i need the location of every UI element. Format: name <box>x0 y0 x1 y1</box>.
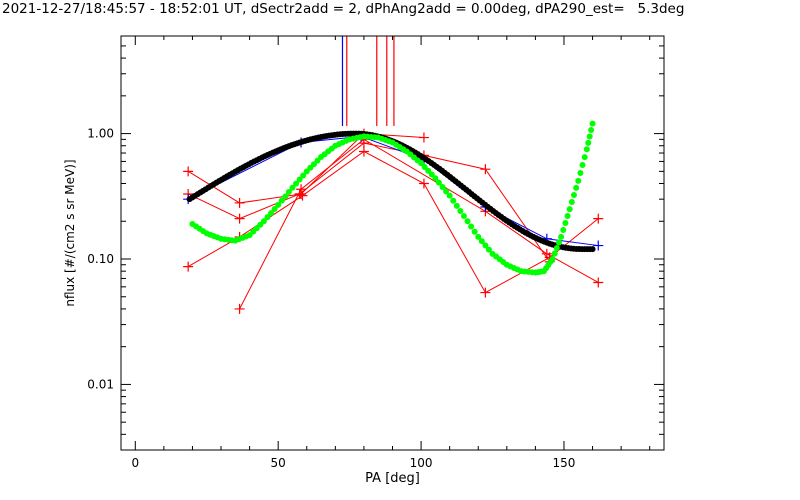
data-point <box>183 261 194 272</box>
vertical-markers <box>341 36 395 126</box>
series-line <box>187 150 599 294</box>
curve-dot <box>278 197 285 204</box>
curve-dot <box>581 154 588 161</box>
curve-dot <box>588 127 595 134</box>
data-point <box>593 277 604 288</box>
curve-dot <box>482 242 489 249</box>
series-group <box>183 120 604 314</box>
y-axis-label: nflux [#/(cm2 s sr MeV)] <box>63 159 77 306</box>
curve-dot <box>570 191 577 198</box>
curve-dot <box>275 201 282 208</box>
curve-dot <box>589 120 596 127</box>
data-point <box>234 197 245 208</box>
curve-dot <box>293 180 300 187</box>
curve-dot <box>549 256 556 263</box>
curve-dot <box>553 244 560 251</box>
curve-dot <box>575 177 582 184</box>
curve-dot <box>558 233 565 240</box>
curve-dot <box>443 188 450 195</box>
curve-dot <box>432 175 439 182</box>
curve-dot <box>577 169 584 176</box>
data-point <box>480 164 491 175</box>
curve-dot <box>551 250 558 257</box>
curve-dot <box>485 246 492 253</box>
data-point <box>297 190 308 201</box>
curve-dot <box>457 207 464 214</box>
data-point <box>234 213 245 224</box>
curve-dot <box>585 139 592 146</box>
curve-dot <box>475 233 482 240</box>
curve-dot <box>289 184 296 191</box>
data-point <box>593 213 604 224</box>
series-line <box>187 135 599 247</box>
curve-dot <box>439 183 446 190</box>
curve-dot <box>478 238 485 245</box>
curve-dot <box>446 192 453 199</box>
curve-dot <box>260 218 267 225</box>
curve-dot <box>435 179 442 186</box>
data-point <box>480 287 491 298</box>
curve-dot <box>566 206 573 213</box>
curve-dot <box>583 146 590 153</box>
axes: 0 50 100 150 0.01 0.10 1.00 <box>87 35 665 470</box>
fit-dot <box>589 246 596 253</box>
data-point <box>418 178 429 189</box>
curve-dot <box>573 184 580 191</box>
data-point <box>296 184 307 195</box>
x-tick-label: 50 <box>271 456 286 470</box>
curve-dot <box>271 205 278 212</box>
x-tick-label: 100 <box>410 456 433 470</box>
y-tick-label: 0.01 <box>87 377 114 391</box>
curve-dot <box>418 160 425 167</box>
curve-dot <box>564 213 571 220</box>
curve-dot <box>555 239 562 246</box>
chart-title: 2021-12-27/18:45:57 - 18:52:01 UT, dSect… <box>2 1 685 17</box>
curve-dot <box>562 220 569 227</box>
curve-dot <box>460 213 467 220</box>
curve-dot <box>568 199 575 206</box>
curve-dot <box>268 210 275 217</box>
data-point <box>183 166 194 177</box>
x-axis-label: PA [deg] <box>365 471 420 486</box>
curve-dot <box>425 167 432 174</box>
curve-dot <box>300 172 307 179</box>
curve-dot <box>464 218 471 225</box>
curve-dot <box>450 197 457 204</box>
data-point <box>593 240 604 251</box>
curve-dot <box>296 176 303 183</box>
curve-dot <box>579 162 586 169</box>
curve-dot <box>282 193 289 200</box>
curve-dot <box>264 214 271 221</box>
curve-dot <box>468 223 475 230</box>
data-point <box>358 146 369 157</box>
y-tick-label: 0.10 <box>87 252 114 266</box>
curve-dot <box>428 171 435 178</box>
y-tick-label: 1.00 <box>87 127 114 141</box>
x-tick-label: 0 <box>131 456 139 470</box>
data-point <box>418 132 429 143</box>
x-tick-label: 150 <box>553 456 576 470</box>
curve-dot <box>586 133 593 140</box>
curve-dot <box>560 226 567 233</box>
data-point <box>541 248 552 259</box>
data-point <box>234 303 245 314</box>
curve-dot <box>453 202 460 209</box>
curve-dot <box>471 228 478 235</box>
curve-dot <box>285 189 292 196</box>
curve-dot <box>421 164 428 171</box>
